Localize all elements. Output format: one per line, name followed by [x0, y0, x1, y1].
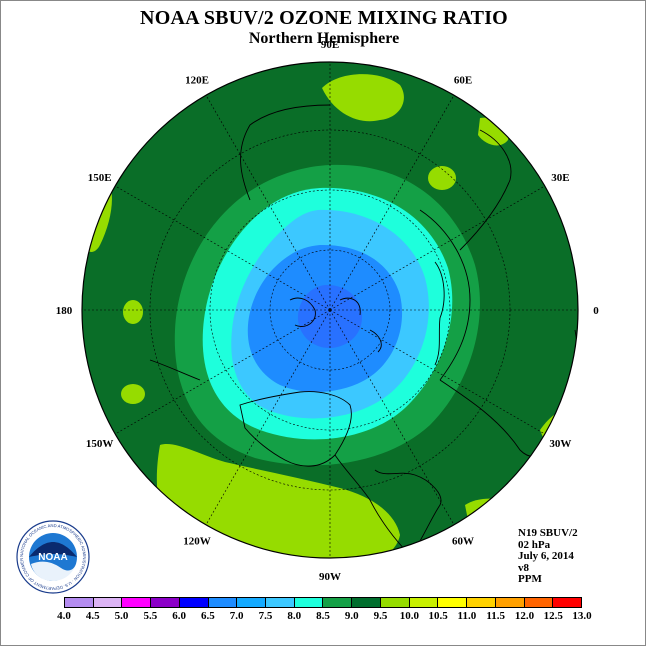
coastlines — [149, 104, 578, 556]
legend-tick-label: 13.0 — [572, 610, 592, 622]
patch-top — [322, 74, 404, 122]
legend-swatch — [93, 598, 123, 607]
meridian-line — [205, 309, 331, 525]
units-label: PPM — [518, 573, 542, 585]
patch-small-3 — [428, 166, 456, 190]
meridian-line — [329, 185, 545, 311]
legend-swatch — [266, 598, 295, 607]
legend-tick-label: 10.0 — [399, 610, 419, 622]
legend-swatch — [122, 598, 152, 607]
longitude-label: 60E — [454, 75, 472, 87]
pressure-level-label: 02 hPa — [518, 538, 551, 551]
legend-tick-label: 7.5 — [258, 610, 273, 622]
legend-tick-label: 11.0 — [457, 610, 477, 622]
legend-tick-label: 12.5 — [543, 610, 563, 622]
longitude-label: 90W — [319, 571, 341, 583]
longitude-label: 30E — [551, 172, 569, 184]
legend-swatch — [179, 598, 209, 607]
color-legend-ticks: 4.0 4.5 5.0 5.5 6.0 6.5 7.0 7.5 8.0 8.5 9.0 9.5 10.0… — [0, 610, 648, 624]
legend-swatch — [438, 598, 468, 607]
legend-swatch — [294, 598, 324, 607]
satellite-label: N19 SBUV/2 — [518, 527, 578, 539]
legend-tick-label: 8.0 — [287, 610, 302, 622]
longitude-label: 90E — [321, 39, 339, 51]
pole-6-0 — [297, 284, 363, 349]
longitude-label: 60W — [452, 535, 474, 547]
legend-tick-label: 6.5 — [201, 610, 215, 622]
legend-swatch — [151, 598, 180, 607]
legend-tick-label: 4.5 — [85, 610, 100, 622]
meridian-line — [329, 309, 455, 525]
color-legend-bar — [64, 597, 582, 608]
longitude-label: 150E — [88, 172, 112, 184]
legend-swatch — [323, 598, 353, 607]
map-border — [81, 61, 579, 559]
legend-swatch — [524, 598, 554, 607]
logo-text: NOAA — [38, 552, 67, 563]
legend-swatch — [467, 598, 496, 607]
legend-swatch — [237, 598, 267, 607]
meridian-line — [329, 309, 545, 435]
legend-tick-label: 8.5 — [316, 610, 330, 622]
legend-swatch — [208, 598, 238, 607]
legend-tick-label: 9.5 — [373, 610, 388, 622]
longitude-label: 180 — [56, 305, 73, 317]
longitude-labels: 90E 60E 30E 0 30W 60W 90W 120W 150W 180 150E 120E — [56, 39, 600, 583]
legend-tick-label: 10.5 — [428, 610, 448, 622]
legend-tick-label: 9.0 — [344, 610, 359, 622]
legend-tick-label: 4.0 — [57, 610, 71, 622]
version-label: v8 — [518, 561, 529, 574]
legend-tick-label: 7.0 — [229, 610, 244, 622]
patch-small-1 — [123, 300, 143, 324]
legend-tick-label: 6.0 — [172, 610, 186, 622]
meridian-line — [329, 95, 455, 311]
legend-swatch — [352, 598, 381, 607]
data-info: N19 SBUV/2 02 hPa July 6, 2014 v8 PPM — [518, 527, 638, 586]
date-label: July 6, 2014 — [518, 550, 574, 562]
legend-swatch — [409, 598, 439, 607]
legend-swatch — [495, 598, 525, 607]
patch-small-2 — [121, 384, 145, 404]
legend-swatch — [380, 598, 410, 607]
longitude-label: 120W — [183, 535, 211, 547]
legend-tick-label: 12.0 — [514, 610, 535, 622]
longitude-label: 30W — [549, 438, 571, 450]
legend-tick-label: 5.0 — [114, 610, 129, 622]
legend-tick-label: 11.5 — [486, 610, 505, 622]
longitude-label: 150W — [86, 438, 114, 450]
noaa-logo: NOAA NATIONAL OCEANIC AND ATMOSPHERIC AD… — [16, 520, 90, 594]
meridian-line — [115, 185, 331, 311]
legend-swatch — [553, 598, 581, 607]
longitude-label: 120E — [185, 75, 209, 87]
patch-bottom-right — [465, 498, 515, 530]
legend-tick-label: 5.5 — [143, 610, 158, 622]
map-title: NOAA SBUV/2 OZONE MIXING RATIO — [140, 7, 508, 29]
meridian-line — [115, 309, 331, 435]
longitude-label: 0 — [593, 305, 599, 317]
meridian-line — [205, 95, 331, 311]
legend-swatch — [65, 598, 94, 607]
meridians — [82, 62, 578, 558]
map-subtitle: Northern Hemisphere — [248, 30, 400, 47]
